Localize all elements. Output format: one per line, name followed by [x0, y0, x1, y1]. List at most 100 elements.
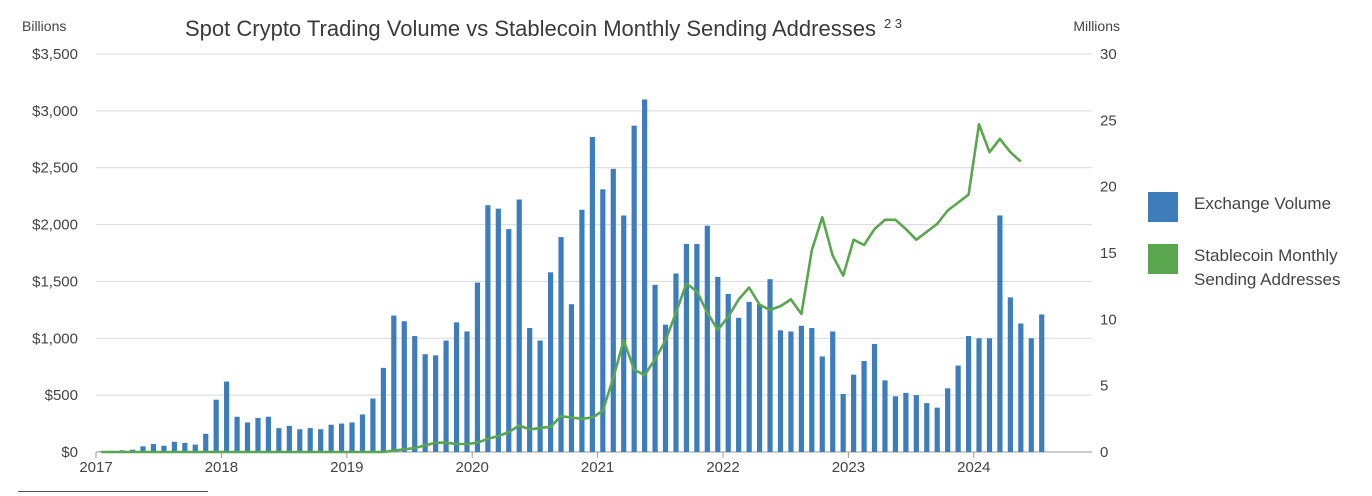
x-tick-label: 2020 [456, 459, 489, 476]
exchange-volume-bar [652, 284, 658, 452]
x-tick-label: 2018 [205, 459, 238, 476]
left-axis-unit: Billions [22, 18, 66, 34]
legend-item-exchange-volume: Exchange Volume [1148, 192, 1372, 222]
exchange-volume-bar [464, 331, 470, 452]
chart-title-superscript: 2 3 [884, 16, 902, 31]
exchange-volume-bar [704, 225, 710, 452]
left-tick-label: $500 [45, 387, 78, 404]
exchange-volume-bar [621, 215, 627, 452]
exchange-volume-bar [642, 99, 648, 452]
exchange-volume-bar [286, 425, 292, 452]
exchange-volume-bar [798, 325, 804, 452]
exchange-volume-bars [98, 99, 1045, 453]
exchange-volume-bar [579, 209, 585, 452]
x-tick-label: 2024 [957, 459, 990, 476]
exchange-volume-bar [673, 273, 679, 452]
exchange-volume-bar [276, 428, 282, 452]
exchange-volume-bar [610, 168, 616, 452]
exchange-volume-bar [913, 395, 919, 452]
exchange-volume-bar [495, 208, 501, 452]
exchange-volume-bar [955, 365, 961, 452]
exchange-volume-bar [1039, 314, 1045, 452]
exchange-volume-bar [746, 301, 752, 452]
exchange-volume-bar [422, 354, 428, 452]
exchange-volume-bar [851, 374, 857, 452]
exchange-volume-bar [547, 272, 554, 452]
exchange-volume-bar [349, 422, 355, 452]
exchange-volume-bar [809, 328, 815, 452]
chart-title: Spot Crypto Trading Volume vs Stablecoin… [185, 16, 902, 41]
exchange-volume-bar [924, 403, 930, 452]
exchange-volume-bar [756, 304, 763, 452]
x-tick-label: 2023 [832, 459, 865, 476]
exchange-volume-bar [537, 340, 543, 452]
x-axis: 2017 2018 2019 2020 2021 2022 2023 2024 [79, 452, 990, 476]
legend-label-stablecoin: Stablecoin Monthly Sending Addresses [1194, 246, 1341, 289]
right-tick-label: 30 [1100, 46, 1117, 63]
chart-title-text: Spot Crypto Trading Volume vs Stablecoin… [185, 16, 876, 41]
exchange-volume-bar [182, 442, 188, 452]
exchange-volume-bar [255, 417, 261, 452]
exchange-volume-bar [568, 304, 575, 452]
exchange-volume-bar [338, 423, 345, 452]
exchange-volume-bar [892, 396, 899, 452]
exchange-volume-bar [861, 361, 867, 452]
exchange-volume-bar [433, 355, 439, 452]
exchange-volume-bar [819, 356, 825, 452]
right-tick-label: 10 [1100, 311, 1117, 328]
exchange-volume-bar [370, 398, 376, 452]
exchange-volume-bar [600, 189, 606, 452]
exchange-volume-bar [683, 243, 690, 452]
exchange-volume-bar [589, 137, 595, 453]
exchange-volume-bar [265, 416, 272, 452]
left-tick-label: $0 [61, 444, 78, 461]
exchange-volume-bar [391, 315, 397, 452]
exchange-volume-bar [359, 414, 366, 452]
left-axis-ticks: $0 $500 $1,000 $1,500 $2,000 $2,500 $3,000 $3,5… [32, 46, 78, 461]
exchange-volume-bar [318, 429, 324, 452]
exchange-volume-bar [443, 340, 449, 452]
exchange-volume-bar [631, 125, 637, 452]
exchange-volume-bar [380, 367, 386, 452]
left-tick-label: $3,500 [32, 46, 78, 63]
x-tick-label: 2021 [581, 459, 614, 476]
exchange-volume-bar [788, 331, 794, 452]
right-tick-label: 15 [1100, 245, 1117, 262]
exchange-volume-bar [736, 317, 742, 452]
exchange-volume-bar [485, 205, 491, 452]
exchange-volume-bar [945, 388, 951, 452]
exchange-volume-bar [307, 428, 313, 452]
right-axis-ticks: 0 5 10 15 20 25 30 [1100, 46, 1117, 461]
left-tick-label: $2,000 [32, 217, 78, 234]
legend-item-stablecoin: Stablecoin Monthly Sending Addresses [1148, 244, 1372, 292]
exchange-volume-bar [694, 243, 700, 452]
left-tick-label: $1,000 [32, 330, 78, 347]
exchange-volume-bar [474, 282, 481, 452]
exchange-volume-bar [453, 322, 460, 452]
exchange-volume-bar [297, 429, 303, 452]
exchange-volume-bar [1018, 323, 1024, 452]
right-tick-label: 25 [1100, 112, 1117, 129]
exchange-volume-bar [506, 229, 512, 452]
right-axis-unit: Millions [1073, 18, 1120, 34]
exchange-volume-bar [401, 321, 407, 452]
right-tick-label: 0 [1100, 444, 1108, 461]
x-tick-label: 2022 [706, 459, 739, 476]
exchange-volume-bar [777, 330, 784, 452]
exchange-volume-bar [767, 279, 773, 452]
exchange-volume-bar [1028, 338, 1034, 452]
exchange-volume-bar [662, 324, 669, 452]
exchange-volume-bar [234, 416, 240, 452]
left-tick-label: $2,500 [32, 160, 78, 177]
right-tick-label: 5 [1100, 378, 1108, 395]
exchange-volume-bar [527, 328, 533, 452]
exchange-volume-bar [976, 338, 982, 452]
legend-label-exchange-volume: Exchange Volume [1194, 194, 1332, 213]
exchange-volume-bar [871, 343, 878, 452]
footnote-rule [18, 491, 208, 492]
exchange-volume-bar [328, 424, 334, 452]
exchange-volume-bar [882, 380, 888, 452]
exchange-volume-bar [224, 381, 230, 452]
left-tick-label: $1,500 [32, 273, 78, 290]
